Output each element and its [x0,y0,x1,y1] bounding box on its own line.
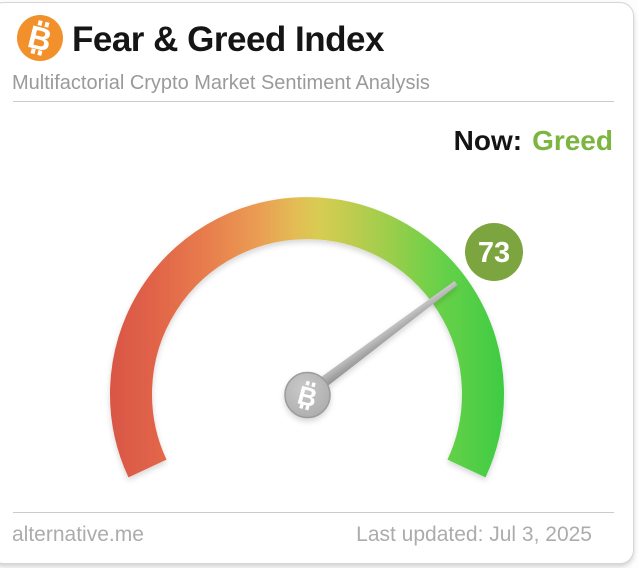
source-link[interactable]: alternative.me [12,523,144,546]
now-label: Now: [453,125,523,156]
footer-divider [13,512,614,513]
header-divider [13,101,614,102]
status-value: Greed [532,125,613,156]
current-status-line: Now: Greed [454,125,613,157]
page-title: Fear & Greed Index [72,20,384,59]
page-subtitle: Multifactorial Crypto Market Sentiment A… [12,72,430,94]
last-updated-text: Last updated: Jul 3, 2025 [356,523,592,546]
